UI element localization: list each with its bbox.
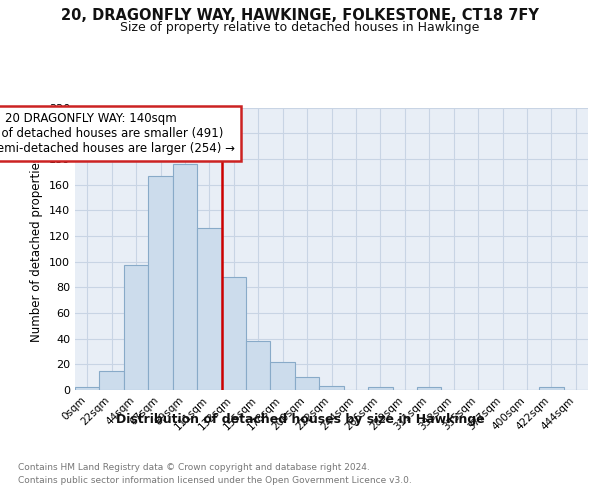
Bar — [246, 341, 271, 390]
Text: Size of property relative to detached houses in Hawkinge: Size of property relative to detached ho… — [121, 21, 479, 34]
Text: Distribution of detached houses by size in Hawkinge: Distribution of detached houses by size … — [116, 412, 484, 426]
Bar — [417, 388, 442, 390]
Text: Contains public sector information licensed under the Open Government Licence v3: Contains public sector information licen… — [18, 476, 412, 485]
Bar — [124, 266, 148, 390]
Bar — [173, 164, 197, 390]
Text: 20, DRAGONFLY WAY, HAWKINGE, FOLKESTONE, CT18 7FY: 20, DRAGONFLY WAY, HAWKINGE, FOLKESTONE,… — [61, 8, 539, 22]
Text: 20 DRAGONFLY WAY: 140sqm
← 66% of detached houses are smaller (491)
34% of semi-: 20 DRAGONFLY WAY: 140sqm ← 66% of detach… — [0, 112, 235, 154]
Bar — [75, 388, 100, 390]
Bar — [319, 386, 344, 390]
Bar — [271, 362, 295, 390]
Bar — [295, 377, 319, 390]
Bar — [539, 388, 563, 390]
Bar — [197, 228, 221, 390]
Bar — [221, 277, 246, 390]
Bar — [148, 176, 173, 390]
Text: Contains HM Land Registry data © Crown copyright and database right 2024.: Contains HM Land Registry data © Crown c… — [18, 462, 370, 471]
Y-axis label: Number of detached properties: Number of detached properties — [31, 156, 43, 342]
Bar — [368, 388, 392, 390]
Bar — [100, 370, 124, 390]
